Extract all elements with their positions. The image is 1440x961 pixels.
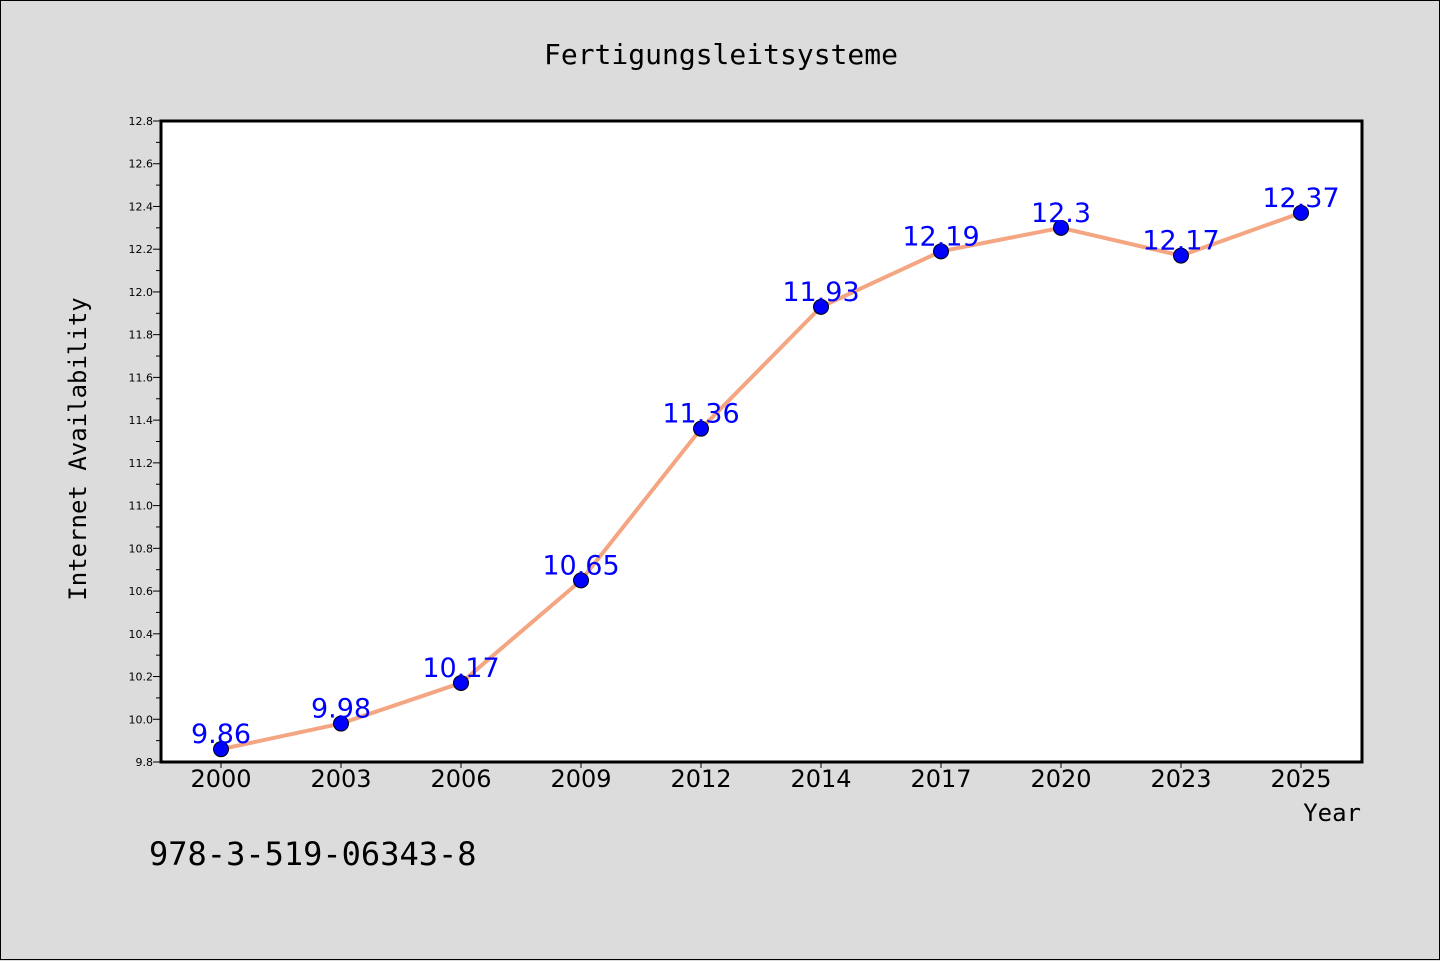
y-tick-label: 11.6 xyxy=(129,371,154,384)
x-tick-label: 2014 xyxy=(790,765,851,793)
y-axis-ticks: 9.8 10.0 10.2 10.4 10.6 10.8 11.0 11.2 11.4 11.6 1… xyxy=(129,115,161,769)
x-tick-label: 2003 xyxy=(310,765,371,793)
y-tick-label: 11.4 xyxy=(129,414,154,427)
y-axis-label: Internet Availability xyxy=(64,297,92,600)
data-point xyxy=(813,298,829,315)
x-tick-label: 2006 xyxy=(430,765,491,793)
data-point xyxy=(573,572,589,589)
y-tick-label: 10.8 xyxy=(129,542,154,555)
y-tick-label: 9.8 xyxy=(136,756,154,769)
y-tick-label: 12.8 xyxy=(129,115,154,128)
marker-layer xyxy=(213,204,1309,758)
x-tick-label: 2000 xyxy=(190,765,251,793)
data-point xyxy=(693,420,709,437)
y-tick-label: 10.0 xyxy=(129,713,154,726)
data-point xyxy=(1053,219,1069,236)
data-label: 9.86 xyxy=(191,719,251,750)
data-label: 12.37 xyxy=(1262,183,1339,214)
isbn-text: 978-3-519-06343-8 xyxy=(149,835,477,873)
data-label: 12.3 xyxy=(1031,198,1091,229)
y-tick-label: 11.8 xyxy=(129,329,154,342)
data-point xyxy=(333,715,349,732)
x-tick-label: 2023 xyxy=(1150,765,1211,793)
series-line xyxy=(219,210,1303,752)
chart-title: Fertigungsleitsysteme xyxy=(544,38,898,71)
data-label: 12.17 xyxy=(1142,226,1219,257)
data-point xyxy=(1173,247,1189,264)
data-point xyxy=(453,674,469,691)
data-point xyxy=(933,243,949,260)
y-tick-label: 12.2 xyxy=(129,243,154,256)
data-point xyxy=(213,741,229,758)
y-tick-label: 12.6 xyxy=(129,158,154,171)
y-tick-label: 12.4 xyxy=(129,200,154,213)
data-label-layer: 9.86 9.98 10.17 10.65 11.36 11.93 12.19 12.3 12.… xyxy=(191,183,1340,750)
x-tick-label: 2025 xyxy=(1270,765,1331,793)
data-label: 10.65 xyxy=(542,550,619,581)
data-label: 12.19 xyxy=(902,221,979,252)
y-tick-label: 12.0 xyxy=(129,286,154,299)
series-layer xyxy=(219,210,1303,752)
data-label: 10.17 xyxy=(422,653,499,684)
plot-area xyxy=(159,119,1364,764)
data-label: 9.98 xyxy=(311,694,371,725)
x-tick-label: 2020 xyxy=(1030,765,1091,793)
y-tick-label: 10.6 xyxy=(129,585,154,598)
x-axis-ticks: 2000 2003 2006 2009 2012 2014 2017 2020 2023 2025 xyxy=(190,762,1332,793)
data-point xyxy=(1293,204,1309,221)
y-tick-label: 10.4 xyxy=(129,628,154,641)
data-label: 11.93 xyxy=(782,277,859,308)
x-tick-label: 2009 xyxy=(550,765,611,793)
y-tick-label: 11.2 xyxy=(129,457,154,470)
data-label: 11.36 xyxy=(662,399,739,430)
x-tick-label: 2012 xyxy=(670,765,731,793)
x-axis-label: Year xyxy=(1303,799,1361,827)
y-tick-label: 10.2 xyxy=(129,671,154,684)
y-tick-label: 11.0 xyxy=(129,500,154,513)
x-tick-label: 2017 xyxy=(910,765,971,793)
